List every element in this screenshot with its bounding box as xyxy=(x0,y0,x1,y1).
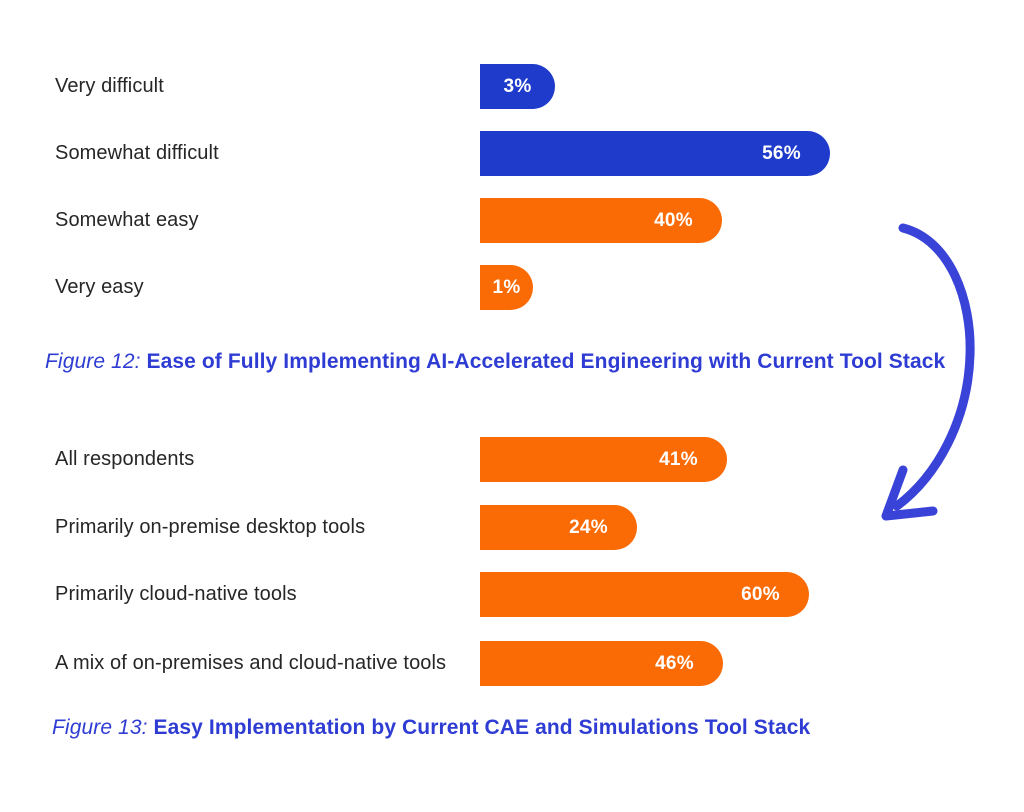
chart-row: Somewhat difficult 56% xyxy=(0,131,1024,176)
bar-value-label: 41% xyxy=(659,448,698,470)
category-label: A mix of on-premises and cloud-native to… xyxy=(55,652,447,674)
category-label: Primarily on-premise desktop tools xyxy=(55,516,366,538)
category-label: Primarily cloud-native tools xyxy=(55,583,297,605)
category-label: Somewhat easy xyxy=(55,209,199,231)
curved-down-arrow-icon xyxy=(840,200,1024,560)
bar-very-easy: 1% xyxy=(480,265,533,310)
chart-row: Somewhat easy 40% xyxy=(0,198,1024,243)
bar-cloud-native: 60% xyxy=(480,572,809,617)
chart-row: Primarily on-premise desktop tools 24% xyxy=(0,505,1024,550)
bar-very-difficult: 3% xyxy=(480,64,555,109)
figure-13-caption: Figure 13: Easy Implementation by Curren… xyxy=(52,716,810,740)
bar-value-label: 60% xyxy=(741,583,780,605)
chart-row: Very easy 1% xyxy=(0,265,1024,310)
figure-12-caption-prefix: Figure 12: xyxy=(45,350,141,373)
category-label: Somewhat difficult xyxy=(55,142,219,164)
figure-13-caption-prefix: Figure 13: xyxy=(52,716,148,739)
category-label: Very easy xyxy=(55,276,144,298)
bar-value-label: 56% xyxy=(762,142,801,164)
category-label: Very difficult xyxy=(55,75,164,97)
chart-row: All respondents 41% xyxy=(0,437,1024,482)
chart-row: Primarily cloud-native tools 60% xyxy=(0,572,1024,617)
figure-12-caption-title: Ease of Fully Implementing AI-Accelerate… xyxy=(146,350,946,373)
figure-13-caption-title: Easy Implementation by Current CAE and S… xyxy=(153,716,811,739)
bar-value-label: 1% xyxy=(492,276,521,298)
bar-mix-on-prem-cloud: 46% xyxy=(480,641,723,686)
bar-value-label: 3% xyxy=(503,75,532,97)
bar-somewhat-difficult: 56% xyxy=(480,131,830,176)
bar-value-label: 46% xyxy=(655,652,694,674)
figure-12-caption: Figure 12: Ease of Fully Implementing AI… xyxy=(45,350,945,374)
chart-row: A mix of on-premises and cloud-native to… xyxy=(0,641,1024,686)
bar-on-premise-desktop: 24% xyxy=(480,505,637,550)
bar-all-respondents: 41% xyxy=(480,437,727,482)
bar-value-label: 24% xyxy=(569,516,608,538)
bar-value-label: 40% xyxy=(654,209,693,231)
chart-row: Very difficult 3% xyxy=(0,64,1024,109)
bar-somewhat-easy: 40% xyxy=(480,198,722,243)
category-label: All respondents xyxy=(55,448,195,470)
